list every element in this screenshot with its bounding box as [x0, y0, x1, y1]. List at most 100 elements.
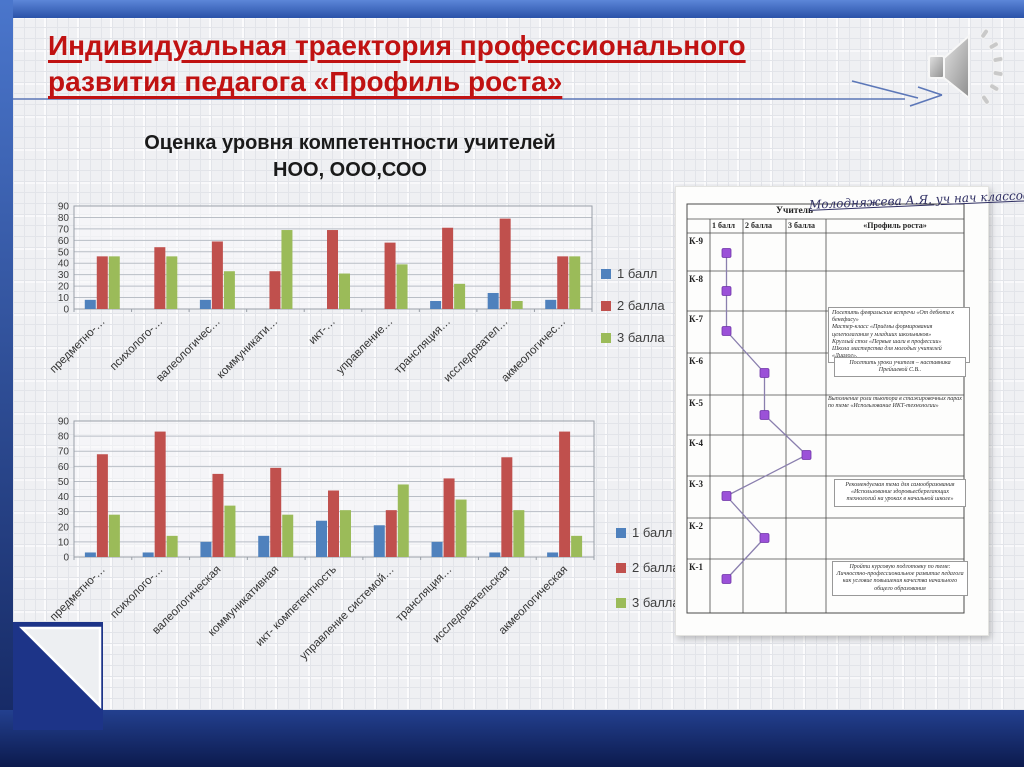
bar [84, 299, 96, 309]
x-category-label: трансляция… [392, 316, 453, 377]
profile-note: Выполнение роли тьютора в стажировочных … [828, 396, 962, 410]
bar [154, 431, 166, 557]
bar [396, 264, 408, 309]
legend-top: 1 балл 2 балла 3 балла [601, 266, 665, 362]
row-label: К-8 [689, 274, 704, 284]
y-tick-label: 0 [63, 305, 69, 316]
bar [455, 499, 467, 557]
y-tick-label: 50 [58, 247, 70, 258]
legend-swatch [601, 300, 611, 311]
profile-marker [721, 574, 732, 584]
bottom-border [0, 710, 1024, 767]
bar [200, 541, 212, 557]
profile-marker [721, 248, 732, 258]
y-tick-label: 60 [58, 236, 70, 247]
row-label: К-3 [689, 479, 704, 489]
y-tick-label: 70 [58, 224, 70, 235]
page-fold-corner [13, 622, 103, 730]
slide-title-line1: Индивидуальная траектория профессиональн… [48, 30, 746, 61]
profile-note: Посетить февральские встречи «От дебюта … [828, 307, 970, 364]
x-category-label: предметно-… [48, 316, 108, 376]
legend-label: 1 балл [632, 525, 673, 540]
bar [96, 256, 108, 309]
bar [443, 478, 455, 557]
legend-entry: 1 балл [601, 266, 665, 281]
legend-bottom: 1 балл 2 балла 3 балла [616, 525, 680, 630]
bar-chart-top: 0 10 20 30 40 50 60 70 80 90 предметно-… психолого-… [40, 200, 602, 414]
bar [340, 510, 351, 557]
bar [499, 218, 511, 309]
bar [559, 431, 571, 557]
bar [108, 514, 120, 557]
x-category-label: психолого-… [108, 316, 165, 373]
legend-label: 1 балл [617, 266, 658, 281]
row-label: К-5 [689, 398, 704, 408]
left-border [0, 0, 13, 767]
row-label: К-1 [689, 562, 704, 572]
profile-growth-document: Учитель Молодняжева А.Я. уч нач классов 1 … [675, 186, 1024, 636]
legend-swatch [616, 597, 626, 608]
column-header: 1 балл [712, 221, 736, 230]
bar [316, 520, 327, 557]
bar [569, 256, 581, 309]
x-category-label: управление системой… [298, 564, 397, 663]
bar [96, 454, 108, 557]
row-label: К-9 [689, 236, 704, 246]
y-tick-label: 50 [58, 477, 70, 488]
y-tick-label: 40 [58, 259, 70, 270]
legend-label: 3 балла [617, 330, 665, 345]
y-tick-label: 30 [58, 270, 70, 281]
bar [270, 467, 282, 557]
legend-label: 2 балла [617, 298, 665, 313]
x-category-label: валеологичес… [154, 316, 223, 385]
bar [547, 552, 559, 557]
document-table [686, 203, 965, 614]
legend-entry: 3 балла [601, 330, 665, 345]
bar [571, 535, 583, 557]
y-tick-label: 10 [58, 293, 70, 304]
bar [142, 552, 154, 557]
legend-swatch [601, 268, 611, 279]
bar [154, 247, 166, 309]
bar [84, 552, 96, 557]
legend-entry: 3 балла [616, 595, 680, 610]
title-underline-arrow [13, 80, 943, 107]
legend-label: 2 балла [632, 560, 680, 575]
row-label: К-6 [689, 356, 704, 366]
bar [223, 271, 235, 309]
profile-note: Пройти курсовую подготовку по теме: Личн… [832, 561, 968, 596]
legend-swatch [601, 332, 611, 343]
y-tick-label: 60 [58, 462, 70, 473]
column-header-profile: «Профиль роста» [863, 221, 927, 230]
speaker-icon[interactable] [925, 18, 1007, 114]
y-tick-label: 40 [58, 492, 70, 503]
bar [384, 242, 396, 309]
bar [328, 490, 339, 557]
bar [373, 525, 385, 557]
bar [511, 300, 523, 309]
row-label: К-4 [689, 438, 704, 448]
column-header: 3 балла [788, 221, 816, 230]
top-border [0, 0, 1024, 18]
legend-entry: 1 балл [616, 525, 680, 540]
column-header: 2 балла [745, 221, 773, 230]
y-tick-label: 20 [58, 522, 70, 533]
bar [545, 299, 557, 309]
profile-marker [721, 286, 732, 296]
profile-marker [721, 326, 732, 336]
bar [211, 241, 223, 309]
bar [431, 541, 443, 557]
slide-title: Индивидуальная траектория профессиональн… [48, 28, 818, 101]
bar [442, 227, 454, 309]
y-tick-label: 10 [58, 537, 70, 548]
chart-title-line2: НОО, ООО,СОО [273, 159, 427, 181]
x-category-label: управление… [334, 316, 395, 377]
bar [269, 271, 281, 309]
bar [397, 484, 409, 557]
legend-swatch [616, 527, 626, 538]
bar [339, 273, 350, 309]
chart-title-line1: Оценка уровня компетентности учителей [144, 132, 556, 154]
y-tick-label: 90 [58, 202, 70, 213]
bar [199, 299, 211, 309]
